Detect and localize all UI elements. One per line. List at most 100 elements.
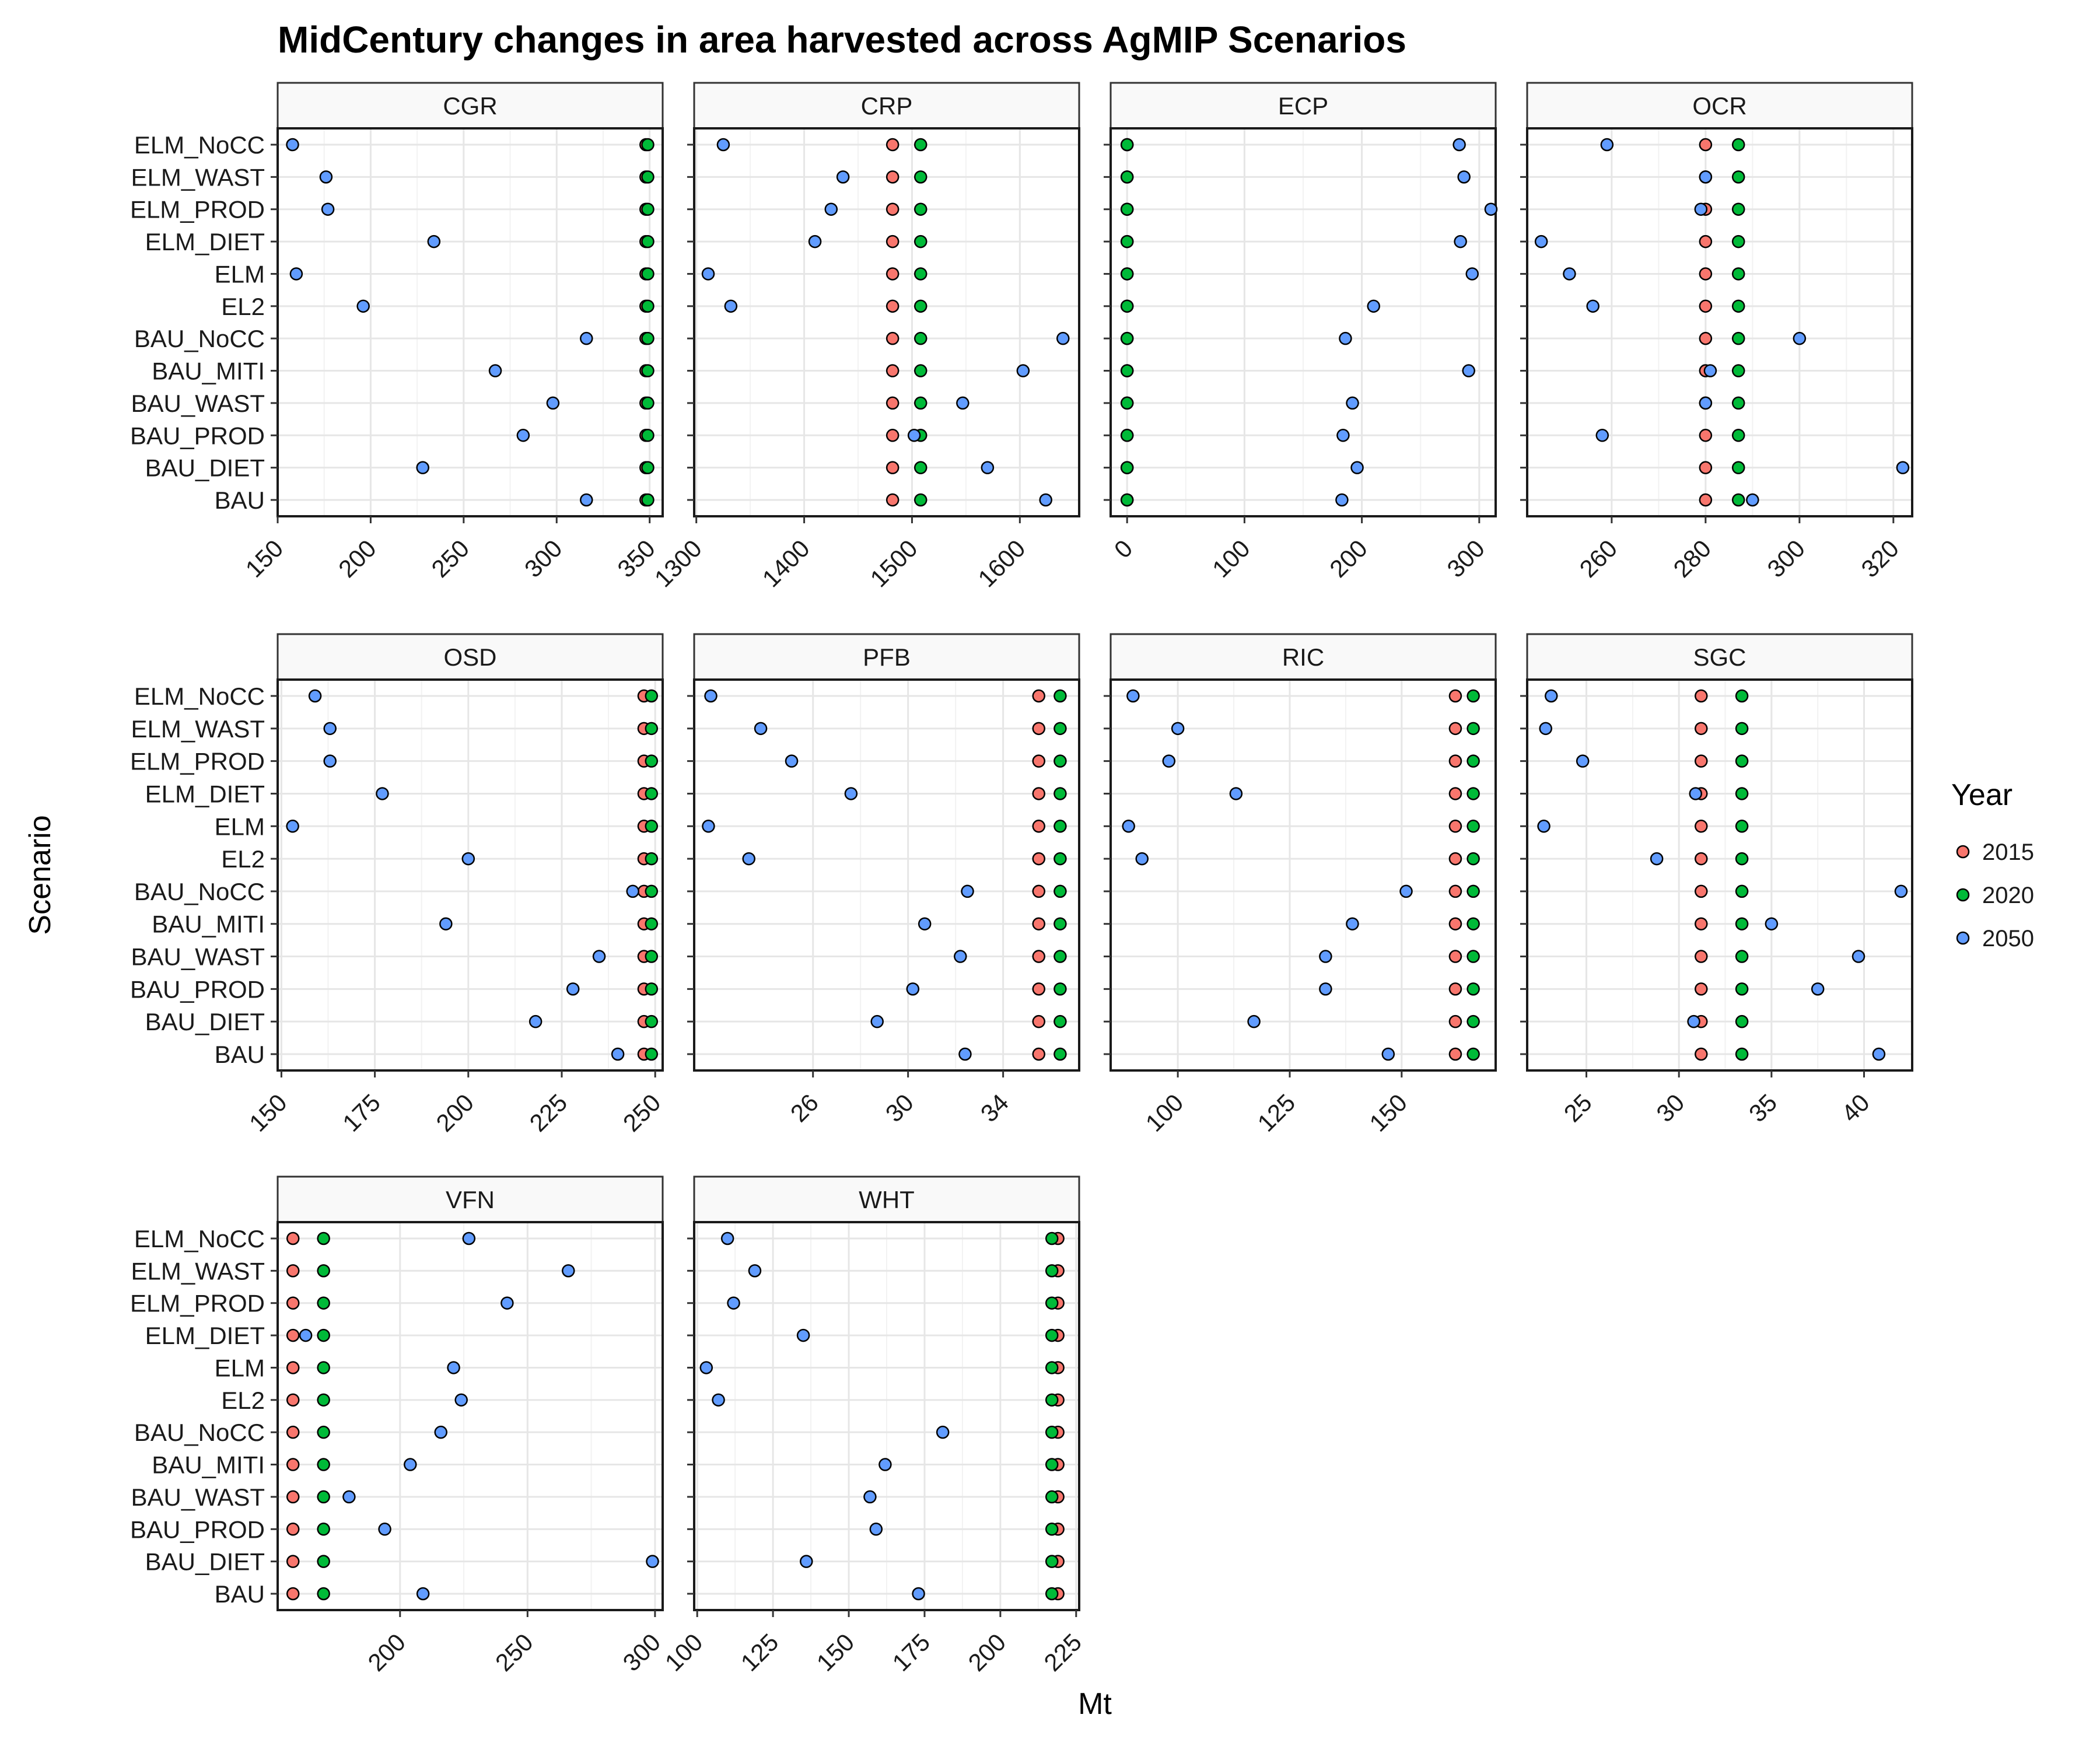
y-tick-label: BAU_PROD [130, 422, 265, 449]
point-2020-elm [1120, 267, 1134, 281]
point-2020-bau_miti [317, 1458, 330, 1471]
point-2020-bau_diet [1731, 461, 1745, 474]
point-2020-bau_diet [1120, 461, 1134, 474]
point-2050-bau [1746, 493, 1759, 507]
point-2050-bau_diet [1350, 461, 1364, 474]
point-2020-bau_miti [641, 364, 654, 377]
plot-area [694, 680, 1079, 1070]
point-2050-bau_diet [1896, 461, 1910, 474]
point-2020-bau [914, 493, 928, 507]
y-axis-title: Scenario [23, 815, 57, 935]
panel-border [693, 1221, 1080, 1611]
point-2020-el2 [645, 852, 659, 866]
panel-border [1110, 678, 1497, 1072]
point-2050-bau_wast [546, 396, 560, 410]
point-2020-elm_wast [1731, 170, 1745, 184]
strip-label: PFB [863, 643, 911, 671]
point-2015-elm [1448, 820, 1462, 833]
point-2020-el2 [641, 299, 654, 313]
point-2050-elm_nocc [286, 138, 299, 152]
point-2050-bau_diet [1687, 1014, 1700, 1028]
point-2050-elm_prod [1162, 754, 1176, 768]
point-2020-elm_nocc [1466, 689, 1480, 703]
point-2020-elm [317, 1361, 330, 1374]
point-2020-bau_wast [1466, 950, 1480, 963]
point-2015-bau_wast [286, 1490, 300, 1504]
point-2020-elm_nocc [645, 689, 659, 703]
legend-label-2015: 2015 [1982, 839, 2034, 865]
point-2020-bau_miti [645, 917, 659, 930]
panel-border [1110, 127, 1497, 517]
point-2015-elm [1699, 267, 1713, 281]
point-2050-elm [1563, 267, 1576, 281]
point-2050-elm_diet [1454, 235, 1467, 249]
point-2050-el2 [742, 852, 755, 866]
point-2050-bau_prod [1336, 429, 1350, 442]
point-2020-el2 [1045, 1393, 1059, 1407]
strip-background [693, 82, 1080, 130]
y-tick-label: BAU_MITI [152, 358, 265, 385]
point-2050-bau_wast [1319, 950, 1332, 963]
legend-label-2020: 2020 [1982, 883, 2034, 908]
y-tick-label: BAU_WAST [131, 390, 265, 417]
point-2020-el2 [1466, 852, 1480, 866]
y-tick-label: BAU_WAST [131, 943, 265, 971]
point-2050-bau_prod [906, 982, 920, 996]
y-tick-label: ELM_WAST [131, 1257, 265, 1285]
point-2050-elm_prod [727, 1296, 740, 1310]
y-tick-label: ELM_PROD [130, 196, 265, 223]
point-2050-elm_nocc [1126, 689, 1140, 703]
point-2015-bau_diet [886, 461, 900, 474]
strip-label: ECP [1278, 92, 1328, 120]
strip-label: VFN [446, 1186, 495, 1213]
point-2015-bau_miti [1448, 917, 1462, 930]
point-2015-elm [1695, 820, 1708, 833]
y-tick-label: BAU [215, 1580, 265, 1608]
chart-title: MidCentury changes in area harvested acr… [278, 19, 1406, 61]
point-2050-elm_diet [844, 787, 858, 800]
point-2050-bau_prod [1811, 982, 1825, 996]
point-2015-bau_prod [1695, 982, 1708, 996]
y-tick-label: BAU_MITI [152, 1451, 265, 1479]
strip-label: CRP [861, 92, 913, 120]
point-2050-bau_miti [1016, 364, 1030, 377]
point-2050-bau_nocc [434, 1425, 447, 1439]
point-2050-elm_nocc [720, 1231, 734, 1245]
point-2050-bau_diet [800, 1555, 813, 1568]
point-2020-bau [1731, 493, 1745, 507]
legend-key-2020 [1956, 888, 1970, 902]
point-2050-bau_wast [956, 396, 970, 410]
strip-background [1110, 633, 1497, 681]
point-2020-elm_diet [1054, 787, 1067, 800]
point-2050-bau_diet [646, 1555, 659, 1568]
point-2020-elm [1731, 267, 1745, 281]
point-2050-bau_miti [918, 917, 932, 930]
point-2015-bau [886, 493, 900, 507]
point-2050-bau_diet [981, 461, 995, 474]
point-2050-bau [416, 1587, 430, 1601]
point-2050-bau_wast [1699, 396, 1713, 410]
point-2015-elm_diet [286, 1328, 300, 1342]
point-2020-bau_miti [1735, 917, 1749, 930]
point-2050-elm_nocc [1600, 138, 1614, 152]
point-2015-bau_prod [1032, 982, 1045, 996]
point-2020-bau_miti [914, 364, 928, 377]
point-2015-bau_miti [286, 1458, 300, 1471]
point-2015-elm_nocc [1032, 689, 1045, 703]
point-2020-bau [645, 1047, 659, 1061]
point-2050-elm_prod [824, 202, 838, 216]
point-2015-bau_prod [286, 1523, 300, 1536]
point-2020-bau_nocc [641, 331, 654, 345]
point-2015-el2 [1699, 299, 1713, 313]
point-2050-el2 [1367, 299, 1380, 313]
point-2050-el2 [712, 1393, 725, 1407]
point-2050-elm_prod [323, 754, 337, 768]
y-tick-label: ELM_WAST [131, 715, 265, 743]
point-2050-bau_nocc [1793, 331, 1807, 345]
point-2020-bau_nocc [1731, 331, 1745, 345]
point-2015-bau [1448, 1047, 1462, 1061]
point-2050-elm_wast [1539, 722, 1552, 736]
point-2020-elm_nocc [1054, 689, 1067, 703]
point-2015-bau_miti [1695, 917, 1708, 930]
